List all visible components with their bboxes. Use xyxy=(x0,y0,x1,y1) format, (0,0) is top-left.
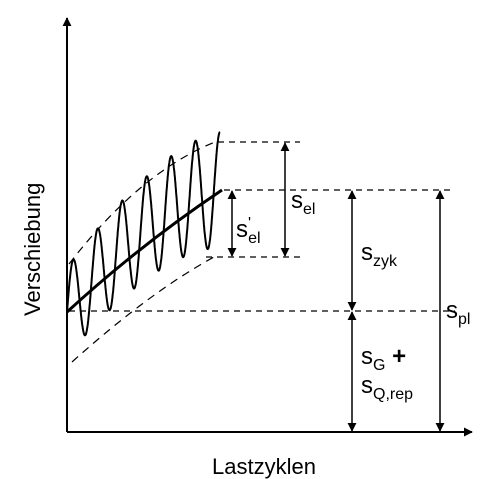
label-s-zyk: szyk xyxy=(361,239,398,270)
lower-envelope xyxy=(71,256,215,363)
y-axis-label: Verschiebung xyxy=(20,183,45,316)
x-axis-label: Lastzyklen xyxy=(212,454,316,479)
label-s-q-rep: sQ,rep xyxy=(361,372,413,403)
oscillation-curve xyxy=(66,131,221,337)
label-s-el-prime: s' el xyxy=(236,215,261,247)
label-s-pl: spl xyxy=(446,297,470,328)
label-s-el: sel xyxy=(291,187,315,218)
mean-curve xyxy=(65,188,223,314)
label-s-g: sG + xyxy=(361,343,406,374)
